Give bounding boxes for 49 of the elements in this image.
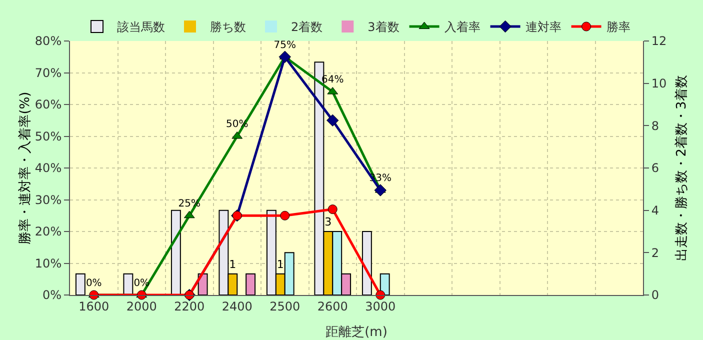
bar	[246, 273, 256, 295]
legend-label: 入着率	[444, 20, 480, 34]
y2-tick-label: 0	[651, 288, 660, 302]
data-label: 1	[276, 258, 284, 271]
y2-tick-label: 6	[651, 161, 660, 176]
x-tick-label: 2400	[222, 299, 252, 314]
point	[278, 50, 291, 63]
legend-label: 3着数	[368, 20, 400, 34]
x-axis-title: 距離芝(m)	[326, 325, 388, 340]
y-axis-title: 勝率・連対率・入着率(%)	[16, 92, 33, 244]
y-tick-label: 30%	[34, 192, 62, 207]
x-tick-label: 2000	[126, 299, 157, 314]
point	[328, 204, 338, 214]
bar	[123, 273, 134, 295]
legend-label: 勝率	[606, 20, 630, 34]
bar	[198, 273, 208, 295]
x-tick-label: 2200	[174, 299, 205, 314]
y-tick-label: 10%	[34, 256, 62, 270]
bar	[362, 231, 372, 295]
y2-tick-label: 8	[651, 118, 660, 133]
y-tick-label: 0%	[42, 288, 62, 302]
data-label: 75%	[274, 40, 296, 51]
point	[326, 114, 339, 126]
legend-label: 該当馬数	[117, 20, 165, 34]
x-tick-label: 1600	[78, 299, 110, 314]
bar	[75, 273, 86, 295]
legend-label: 連対率	[525, 20, 562, 34]
y-tick-label: 60%	[34, 98, 62, 112]
y-tick-label: 40%	[34, 161, 62, 176]
y2-axis-title: 出走数・勝ち数・2着数・3着数	[674, 75, 690, 261]
y2-tick-label: 4	[651, 204, 660, 218]
legend-label: 2着数	[291, 20, 323, 34]
y2-tick-label: 10	[651, 76, 667, 91]
y-tick-label: 50%	[34, 129, 62, 144]
point	[374, 184, 386, 196]
legend-label: 勝ち数	[210, 20, 246, 34]
bar	[170, 210, 181, 295]
y-tick-label: 20%	[34, 224, 62, 239]
point	[280, 210, 290, 220]
y-tick-label: 80%	[34, 34, 62, 48]
y-tick-label: 70%	[34, 66, 62, 80]
data-label: 1	[229, 258, 236, 271]
data-label: 0%	[86, 278, 102, 289]
y2-tick-label: 12	[651, 34, 667, 48]
x-tick-label: 3000	[365, 299, 396, 314]
x-tick-label: 2500	[270, 299, 300, 314]
data-label: 3	[324, 216, 332, 228]
y2-tick-label: 2	[651, 246, 660, 260]
x-tick-label: 2600	[317, 299, 348, 314]
